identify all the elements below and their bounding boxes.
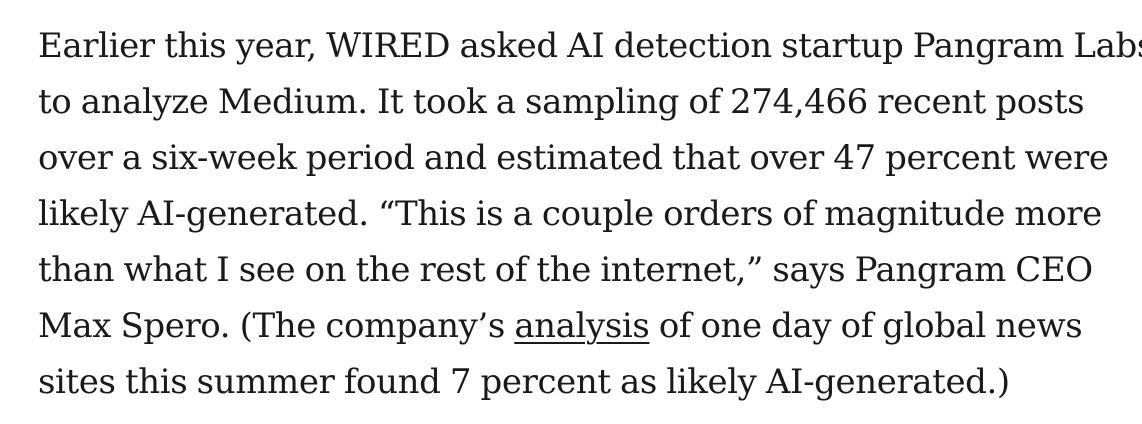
line-6-text-before: Max Spero. (The company’s (38, 306, 515, 346)
paragraph-line-1: Earlier this year, WIRED asked AI detect… (38, 26, 1142, 66)
paragraph-line-5: than what I see on the rest of the inter… (38, 250, 1093, 290)
paragraph-line-3: over a six-week period and estimated tha… (38, 138, 1109, 178)
paragraph-line-4: likely AI-generated. “This is a couple o… (38, 194, 1102, 234)
article-paragraph: Earlier this year, WIRED asked AI detect… (38, 18, 1142, 410)
paragraph-line-2: to analyze Medium. It took a sampling of… (38, 82, 1085, 122)
paragraph-line-7: sites this summer found 7 percent as lik… (38, 362, 1010, 402)
line-6-text-after: of one day of global news (649, 306, 1083, 346)
paragraph-line-6: Max Spero. (The company’s analysis of on… (38, 298, 1128, 354)
analysis-link[interactable]: analysis (514, 306, 650, 346)
